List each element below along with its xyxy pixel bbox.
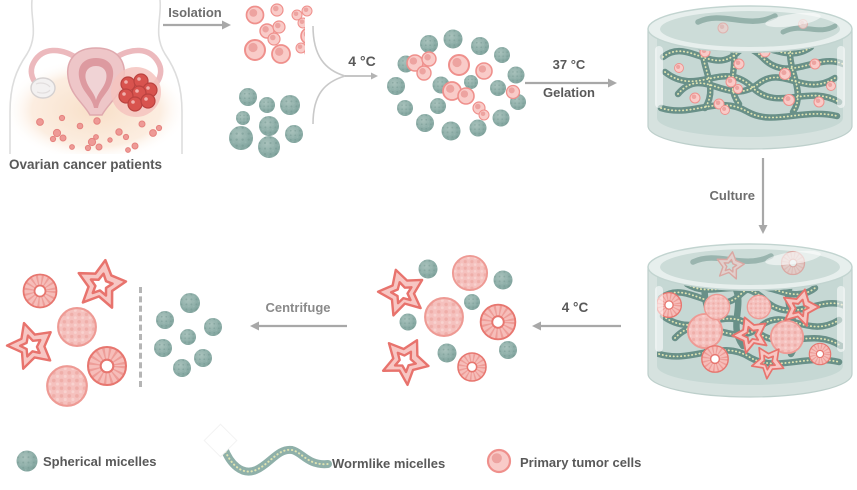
centrifuge-arrow (250, 321, 347, 331)
glass-highlights-2 (655, 250, 845, 352)
floating-above-rim-2 (690, 249, 805, 281)
legend-tumor-label: Primary tumor cells (520, 455, 642, 470)
gelation-label: Gelation (542, 85, 595, 100)
uterus (67, 47, 125, 116)
floating-worms-above-rim-1 (695, 13, 838, 35)
hydrogel-container-1 (647, 5, 853, 150)
hydrogel-container-2 (647, 243, 853, 398)
centrifuge-label: Centrifuge (265, 300, 331, 315)
gel-contents-2 (657, 276, 843, 384)
recovered-micelles-cluster (154, 293, 222, 377)
spherical-micelles-cluster (229, 88, 303, 158)
isolation-arrow (163, 20, 231, 30)
glass-highlights-1 (655, 12, 845, 108)
patient-caption: Ovarian cancer patients (9, 157, 163, 172)
patient-illustration (2, 0, 190, 154)
body-outline-left (9, 0, 35, 154)
wormlike-micelle-icon (203, 423, 332, 476)
cool-dissolve-arrow (532, 321, 621, 331)
isolation-label: Isolation (168, 5, 222, 20)
culture-label: Culture (709, 188, 756, 203)
legend-spherical-label: Spherical micelles (43, 454, 157, 469)
ovary-left (30, 77, 56, 99)
separation-dashed-line (139, 287, 142, 387)
legend-wormlike-label: Wormlike micelles (332, 456, 446, 471)
spherical-micelle-icon (16, 450, 38, 472)
scattered-tumor-cells (36, 114, 163, 153)
culture-arrow (758, 158, 768, 234)
gelation-arrow (525, 78, 617, 88)
primary-tumor-cell-icon (486, 448, 512, 474)
cool-mix-label: 4 °C (348, 53, 376, 69)
purified-spheroids-cluster (5, 254, 137, 407)
released-spheroids-cluster (372, 254, 528, 391)
ovarian-tumor (111, 67, 161, 117)
body-outline-right (157, 0, 183, 154)
gelation-temp-label: 37 °C (552, 57, 586, 72)
mixed-cluster (387, 29, 526, 141)
mixing-curves (305, 18, 397, 130)
cool-dissolve-label: 4 °C (561, 300, 589, 315)
white-diamond-mask (203, 423, 238, 458)
